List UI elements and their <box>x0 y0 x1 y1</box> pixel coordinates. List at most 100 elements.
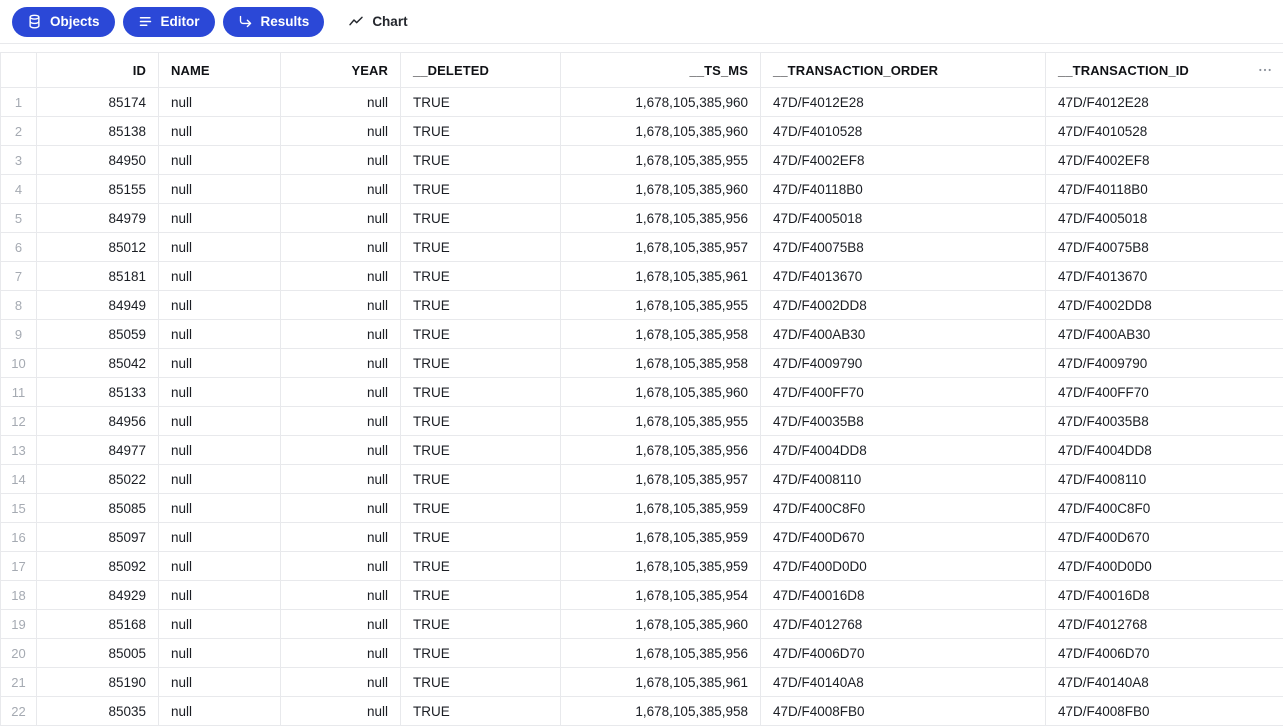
cell-name[interactable]: null <box>159 378 281 406</box>
column-options-icon[interactable] <box>1257 62 1273 78</box>
cell-deleted[interactable]: TRUE <box>401 668 561 696</box>
cell-deleted[interactable]: TRUE <box>401 697 561 725</box>
cell-deleted[interactable]: TRUE <box>401 465 561 493</box>
column-header-year[interactable]: YEAR <box>281 53 401 87</box>
cell-id[interactable]: 84956 <box>37 407 159 435</box>
table-row[interactable]: 1 85174 null null TRUE 1,678,105,385,960 47D/F… <box>0 88 1283 117</box>
objects-button[interactable]: Objects <box>12 6 115 37</box>
cell-transaction_order[interactable]: 47D/F4008110 <box>761 465 1046 493</box>
table-row[interactable]: 9 85059 null null TRUE 1,678,105,385,958 47D/F… <box>0 320 1283 349</box>
cell-transaction_order[interactable]: 47D/F4005018 <box>761 204 1046 232</box>
cell-year[interactable]: null <box>281 175 401 203</box>
cell-ts_ms[interactable]: 1,678,105,385,961 <box>561 668 761 696</box>
cell-deleted[interactable]: TRUE <box>401 436 561 464</box>
cell-year[interactable]: null <box>281 436 401 464</box>
cell-id[interactable]: 85097 <box>37 523 159 551</box>
cell-transaction_id[interactable]: 47D/F400D0D0 <box>1058 558 1152 574</box>
table-row[interactable]: 8 84949 null null TRUE 1,678,105,385,955 47D/F… <box>0 291 1283 320</box>
cell-name[interactable]: null <box>159 552 281 580</box>
cell-name[interactable]: null <box>159 436 281 464</box>
cell-transaction_order[interactable]: 47D/F40118B0 <box>761 175 1046 203</box>
cell-transaction_id[interactable]: 47D/F400AB30 <box>1058 326 1151 342</box>
cell-deleted[interactable]: TRUE <box>401 407 561 435</box>
cell-transaction_order[interactable]: 47D/F40016D8 <box>761 581 1046 609</box>
cell-year[interactable]: null <box>281 552 401 580</box>
cell-ts_ms[interactable]: 1,678,105,385,960 <box>561 378 761 406</box>
cell-transaction_id[interactable]: 47D/F4010528 <box>1058 123 1148 139</box>
cell-transaction_id[interactable]: 47D/F4013670 <box>1058 268 1148 284</box>
cell-id[interactable]: 84949 <box>37 291 159 319</box>
cell-year[interactable]: null <box>281 494 401 522</box>
cell-name[interactable]: null <box>159 639 281 667</box>
cell-transaction_order[interactable]: 47D/F4013670 <box>761 262 1046 290</box>
cell-ts_ms[interactable]: 1,678,105,385,955 <box>561 291 761 319</box>
cell-name[interactable]: null <box>159 349 281 377</box>
cell-id[interactable]: 85005 <box>37 639 159 667</box>
cell-transaction_id[interactable]: 47D/F40140A8 <box>1058 674 1149 690</box>
cell-transaction_id[interactable]: 47D/F400D670 <box>1058 529 1150 545</box>
cell-id[interactable]: 85059 <box>37 320 159 348</box>
table-row[interactable]: 21 85190 null null TRUE 1,678,105,385,961 47D/… <box>0 668 1283 697</box>
cell-year[interactable]: null <box>281 639 401 667</box>
cell-transaction_order[interactable]: 47D/F40075B8 <box>761 233 1046 261</box>
cell-transaction_order[interactable]: 47D/F4009790 <box>761 349 1046 377</box>
table-row[interactable]: 13 84977 null null TRUE 1,678,105,385,956 47D/… <box>0 436 1283 465</box>
table-row[interactable]: 15 85085 null null TRUE 1,678,105,385,959 47D/… <box>0 494 1283 523</box>
cell-name[interactable]: null <box>159 146 281 174</box>
column-header-name[interactable]: NAME <box>159 53 281 87</box>
cell-deleted[interactable]: TRUE <box>401 117 561 145</box>
cell-year[interactable]: null <box>281 204 401 232</box>
cell-transaction_order[interactable]: 47D/F40035B8 <box>761 407 1046 435</box>
cell-ts_ms[interactable]: 1,678,105,385,956 <box>561 436 761 464</box>
cell-name[interactable]: null <box>159 320 281 348</box>
cell-transaction_order[interactable]: 47D/F400D670 <box>761 523 1046 551</box>
cell-id[interactable]: 85022 <box>37 465 159 493</box>
table-row[interactable]: 7 85181 null null TRUE 1,678,105,385,961 47D/F… <box>0 262 1283 291</box>
chart-tab[interactable]: Chart <box>342 13 413 31</box>
cell-deleted[interactable]: TRUE <box>401 320 561 348</box>
table-row[interactable]: 4 85155 null null TRUE 1,678,105,385,960 47D/F… <box>0 175 1283 204</box>
cell-name[interactable]: null <box>159 262 281 290</box>
cell-id[interactable]: 84979 <box>37 204 159 232</box>
cell-name[interactable]: null <box>159 407 281 435</box>
cell-name[interactable]: null <box>159 610 281 638</box>
cell-name[interactable]: null <box>159 291 281 319</box>
cell-transaction_id[interactable]: 47D/F40035B8 <box>1058 413 1149 429</box>
cell-transaction_order[interactable]: 47D/F4004DD8 <box>761 436 1046 464</box>
cell-name[interactable]: null <box>159 175 281 203</box>
table-row[interactable]: 22 85035 null null TRUE 1,678,105,385,958 47D/… <box>0 697 1283 726</box>
cell-transaction_order[interactable]: 47D/F40140A8 <box>761 668 1046 696</box>
cell-ts_ms[interactable]: 1,678,105,385,959 <box>561 552 761 580</box>
cell-transaction_id[interactable]: 47D/F400C8F0 <box>1058 500 1151 516</box>
cell-ts_ms[interactable]: 1,678,105,385,958 <box>561 697 761 725</box>
results-button[interactable]: Results <box>222 6 325 37</box>
cell-id[interactable]: 85085 <box>37 494 159 522</box>
table-row[interactable]: 2 85138 null null TRUE 1,678,105,385,960 47D/F… <box>0 117 1283 146</box>
table-row[interactable]: 5 84979 null null TRUE 1,678,105,385,956 47D/F… <box>0 204 1283 233</box>
cell-year[interactable]: null <box>281 146 401 174</box>
cell-deleted[interactable]: TRUE <box>401 523 561 551</box>
cell-transaction_id[interactable]: 47D/F4008FB0 <box>1058 703 1150 719</box>
cell-transaction_order[interactable]: 47D/F400D0D0 <box>761 552 1046 580</box>
cell-year[interactable]: null <box>281 668 401 696</box>
cell-transaction_id[interactable]: 47D/F4004DD8 <box>1058 442 1152 458</box>
table-row[interactable]: 20 85005 null null TRUE 1,678,105,385,956 47D/… <box>0 639 1283 668</box>
cell-id[interactable]: 84977 <box>37 436 159 464</box>
cell-year[interactable]: null <box>281 465 401 493</box>
cell-transaction_id[interactable]: 47D/F4006D70 <box>1058 645 1150 661</box>
cell-id[interactable]: 85035 <box>37 697 159 725</box>
cell-id[interactable]: 85181 <box>37 262 159 290</box>
table-row[interactable]: 18 84929 null null TRUE 1,678,105,385,954 47D/… <box>0 581 1283 610</box>
cell-deleted[interactable]: TRUE <box>401 349 561 377</box>
cell-ts_ms[interactable]: 1,678,105,385,955 <box>561 146 761 174</box>
cell-deleted[interactable]: TRUE <box>401 233 561 261</box>
cell-id[interactable]: 85092 <box>37 552 159 580</box>
cell-transaction_id[interactable]: 47D/F4009790 <box>1058 355 1148 371</box>
table-row[interactable]: 11 85133 null null TRUE 1,678,105,385,960 47D/… <box>0 378 1283 407</box>
cell-id[interactable]: 85168 <box>37 610 159 638</box>
table-row[interactable]: 19 85168 null null TRUE 1,678,105,385,960 47D/… <box>0 610 1283 639</box>
cell-name[interactable]: null <box>159 581 281 609</box>
cell-name[interactable]: null <box>159 668 281 696</box>
cell-ts_ms[interactable]: 1,678,105,385,957 <box>561 465 761 493</box>
cell-deleted[interactable]: TRUE <box>401 552 561 580</box>
